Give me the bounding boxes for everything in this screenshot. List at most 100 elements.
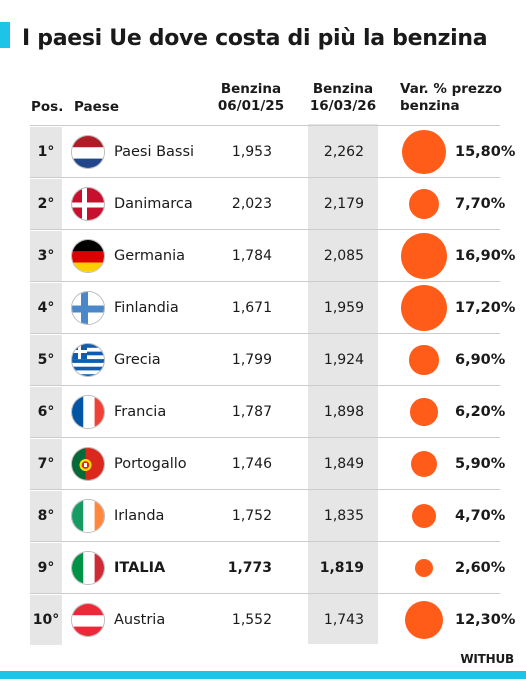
price-2026: 2,179 (323, 196, 364, 212)
table-row: 7° Portogallo 1,746 1,849 5,90% (0, 438, 526, 490)
country-name: Paesi Bassi (114, 144, 195, 160)
price-2026: 1,819 (319, 560, 364, 576)
pos-cell-bg (30, 595, 62, 645)
header-benzina-2026: Benzina 16/03/26 (304, 81, 382, 115)
table-row: 4° Finlandia 1,671 1,959 17,20% (0, 282, 526, 334)
pos-cell-bg (30, 127, 62, 177)
row-divider (30, 489, 500, 490)
pos-cell-bg (30, 179, 62, 229)
rank-label: 4° (37, 300, 55, 316)
variation-label: 17,20% (455, 300, 516, 316)
table-row: 5° Grecia 1,799 1,924 6,90% (0, 334, 526, 386)
rank-label: 1° (37, 144, 55, 160)
variation-bubble (409, 345, 439, 375)
pos-cell-bg (30, 387, 62, 437)
variation-label: 15,80% (455, 144, 516, 160)
pos-cell-bg (30, 439, 62, 489)
rank-label: 10° (32, 612, 60, 628)
header-variation-line2: benzina (400, 98, 460, 114)
pos-cell-bg (30, 543, 62, 593)
price-2025: 1,787 (231, 404, 272, 420)
country-name: Austria (114, 612, 166, 628)
header-benzina-2026-line2: 16/03/26 (309, 98, 377, 114)
variation-label: 6,20% (455, 404, 506, 420)
price-2025: 1,671 (231, 300, 272, 316)
denmark-flag-icon (71, 187, 105, 221)
header-paese: Paese (74, 99, 119, 115)
country-name: Germania (114, 248, 185, 264)
table-row: 8° Irlanda 1,752 1,835 4,70% (0, 490, 526, 542)
variation-bubble (411, 503, 436, 528)
variation-label: 6,90% (455, 352, 506, 368)
header-benzina-2025-line1: Benzina (220, 81, 282, 97)
greece-flag-icon (71, 343, 105, 377)
price-2026: 1,898 (323, 404, 364, 420)
table-row: 9° ITALIA 1,773 1,819 2,60% (0, 542, 526, 594)
header-benzina-2026-line1: Benzina (312, 81, 374, 97)
variation-label: 4,70% (455, 508, 506, 524)
variation-label: 16,90% (455, 248, 516, 264)
table-row: 3° Germania 1,784 2,085 16,90% (0, 230, 526, 282)
portugal-flag-icon (71, 447, 105, 481)
ireland-flag-icon (71, 499, 105, 533)
header-variation: Var. % prezzo benzina (400, 81, 520, 115)
row-divider (30, 593, 500, 594)
header-benzina-2025-line2: 06/01/25 (217, 98, 285, 114)
country-name: Danimarca (114, 196, 193, 212)
pos-cell-bg (30, 231, 62, 281)
header-pos: Pos. (31, 99, 64, 115)
price-2025: 1,773 (227, 560, 272, 576)
variation-label: 2,60% (455, 560, 506, 576)
header-variation-line1: Var. % prezzo (400, 81, 503, 97)
country-name: Portogallo (114, 456, 187, 472)
price-2025: 1,552 (231, 612, 272, 628)
chart-title: I paesi Ue dove costa di più la benzina (22, 26, 488, 51)
row-divider (30, 229, 500, 230)
austria-flag-icon (71, 603, 105, 637)
row-divider (30, 333, 500, 334)
row-divider (30, 281, 500, 282)
price-2025: 1,746 (231, 456, 272, 472)
netherlands-flag-icon (71, 135, 105, 169)
variation-bubble (401, 129, 447, 175)
accent-bar (0, 22, 10, 48)
price-2026: 1,835 (323, 508, 364, 524)
table-row: 10° Austria 1,552 1,743 12,30% (0, 594, 526, 646)
variation-label: 5,90% (455, 456, 506, 472)
table-row: 2° Danimarca 2,023 2,179 7,70% (0, 178, 526, 230)
country-name: Finlandia (114, 300, 179, 316)
pos-cell-bg (30, 335, 62, 385)
row-divider (30, 437, 500, 438)
finland-flag-icon (71, 291, 105, 325)
price-2026: 1,743 (323, 612, 364, 628)
country-name: Grecia (114, 352, 161, 368)
germany-flag-icon (71, 239, 105, 273)
variation-bubble (404, 600, 444, 640)
variation-bubble (410, 398, 438, 426)
table-row: 1° Paesi Bassi 1,953 2,262 15,80% (0, 126, 526, 178)
rank-label: 7° (37, 456, 55, 472)
column-shade (308, 124, 378, 644)
italy-flag-icon (71, 551, 105, 585)
variation-label: 7,70% (455, 196, 506, 212)
country-name: Irlanda (114, 508, 165, 524)
rank-label: 2° (37, 196, 55, 212)
variation-bubble (401, 233, 447, 279)
footer-bar (0, 671, 526, 679)
price-2026: 1,924 (323, 352, 364, 368)
row-divider (30, 125, 500, 126)
price-2026: 2,262 (323, 144, 364, 160)
row-divider (30, 177, 500, 178)
rank-label: 9° (37, 560, 55, 576)
price-2026: 1,959 (323, 300, 364, 316)
country-name: Francia (114, 404, 167, 420)
variation-bubble (410, 450, 438, 478)
variation-bubble (401, 285, 447, 331)
rank-label: 3° (37, 248, 55, 264)
rank-label: 5° (37, 352, 55, 368)
row-divider (30, 541, 500, 542)
country-name: ITALIA (114, 560, 166, 576)
pos-cell-bg (30, 283, 62, 333)
pos-cell-bg (30, 491, 62, 541)
price-2025: 1,752 (231, 508, 272, 524)
